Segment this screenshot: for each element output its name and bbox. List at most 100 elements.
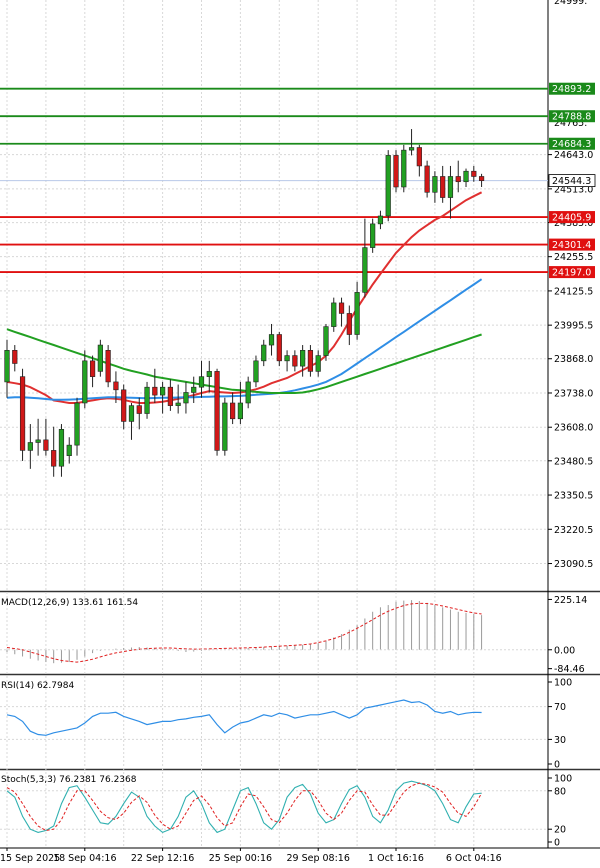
- x-tick-label: 1 Oct 16:16: [368, 853, 424, 864]
- y-tick-label: 23608.0: [554, 423, 593, 434]
- stoch-y-tick: 100: [554, 774, 572, 785]
- candle-body: [237, 402, 244, 420]
- candle-body: [447, 176, 454, 198]
- moving-averages: [6, 191, 483, 404]
- candles: [4, 129, 485, 477]
- macd-label: MACD(12,26,9) 133.61 161.54: [1, 598, 138, 608]
- y-tick-label: 24513.0: [554, 184, 593, 195]
- y-tick-label: 23220.5: [554, 525, 593, 536]
- y-tick-label: 23480.5: [554, 456, 593, 467]
- candle-body: [230, 402, 236, 420]
- candle-body: [97, 344, 103, 372]
- candle-body: [144, 386, 150, 414]
- y-tick-label: 24125.5: [554, 286, 593, 297]
- candle-body: [167, 386, 173, 406]
- grid: [0, 0, 548, 848]
- candle-body: [471, 170, 477, 177]
- candle-body: [82, 360, 88, 404]
- candle-body: [268, 334, 275, 346]
- candle-body: [463, 170, 469, 183]
- candle-body: [370, 223, 376, 248]
- macd-y-tick: -84.46: [554, 664, 585, 675]
- candle-body: [385, 155, 391, 217]
- candle-body: [346, 313, 352, 335]
- candle-body: [253, 360, 259, 383]
- rsi-y-tick: 30: [554, 735, 566, 746]
- candle-body: [198, 376, 205, 388]
- support-level-box: [549, 238, 595, 251]
- moving-average-line: [6, 191, 483, 404]
- stoch-label: Stoch(5,3,3) 76.2381 76.2368: [1, 775, 137, 785]
- y-tick-label: 23738.0: [554, 388, 593, 399]
- candle-body: [377, 215, 384, 225]
- candle-body: [478, 176, 485, 181]
- resistance-level-label: 24684.3: [552, 139, 591, 150]
- x-tick-label: 6 Oct 04:16: [446, 853, 502, 864]
- candle-body: [362, 247, 368, 293]
- y-tick-label: 23995.5: [554, 321, 593, 332]
- candle-body: [354, 292, 360, 335]
- resistance-level-box: [549, 137, 595, 150]
- panel-backgrounds: [0, 0, 600, 849]
- stoch-d-line: [6, 782, 483, 832]
- y-tick-label: 24999.: [554, 0, 587, 7]
- support-level-label: 24301.4: [552, 240, 591, 251]
- y-tick-label: 23090.5: [554, 559, 593, 570]
- rsi-y-tick: 100: [554, 678, 572, 689]
- y-tick-label: 24643.0: [554, 150, 593, 161]
- macd-signal-line: [6, 602, 482, 663]
- rsi-label: RSI(14) 62.7984: [1, 681, 74, 691]
- x-tick-label: 25 Sep 00:16: [209, 853, 272, 864]
- candle-body: [58, 429, 65, 467]
- y-tick-label: 24385.0: [554, 218, 593, 229]
- candle-body: [331, 302, 337, 327]
- support-level-box: [549, 266, 595, 279]
- candle-body: [43, 439, 49, 451]
- price-axis: 24643.0 24513.0 24385.0 24255.5 24125.5 23995…: [548, 0, 596, 570]
- stoch-y-tick: 80: [554, 786, 566, 797]
- support-level-label: 24197.0: [552, 268, 591, 279]
- moving-average-line: [6, 328, 482, 394]
- candle-body: [338, 302, 345, 314]
- candle-body: [105, 350, 111, 383]
- y-tick-label: 24255.5: [554, 252, 593, 263]
- candle-body: [276, 334, 282, 362]
- candle-body: [35, 439, 41, 443]
- candle-body: [401, 149, 407, 188]
- candle-body: [440, 176, 446, 198]
- candle-body: [307, 350, 314, 372]
- rsi-y-tick: 70: [554, 702, 566, 713]
- candle-body: [214, 371, 220, 451]
- y-tick-label: 24765.: [554, 118, 587, 129]
- candle-body: [315, 355, 321, 372]
- candle-body: [121, 389, 127, 422]
- resistance-level-label: 24788.8: [552, 112, 591, 123]
- candle-body: [152, 386, 158, 396]
- panel-labels: MACD(12,26,9) 133.61 161.54 RSI(14) 62.7…: [1, 598, 138, 785]
- macd-panel: 225.14 0.00 -84.46: [0, 595, 587, 675]
- candle-body: [323, 326, 329, 356]
- candle-body: [175, 402, 181, 406]
- candle-body: [455, 176, 461, 183]
- candle-body: [393, 155, 399, 188]
- candle-body: [4, 350, 10, 383]
- current-price-box: [548, 174, 596, 188]
- stoch-y-tick: 20: [554, 825, 566, 836]
- x-tick-label: 18 Sep 04:16: [53, 853, 116, 864]
- candle-body: [19, 376, 26, 451]
- candle-body: [160, 386, 166, 396]
- candle-body: [12, 350, 18, 364]
- candle-body: [74, 402, 80, 446]
- candle-body: [113, 381, 119, 391]
- y-tick-label: 23868.0: [554, 354, 593, 365]
- rsi-panel: 100 70 30 0: [0, 678, 572, 771]
- candle-body: [128, 405, 135, 422]
- candle-body: [408, 147, 415, 151]
- candle-body: [51, 450, 57, 467]
- candle-body: [183, 392, 189, 404]
- x-tick-label: 29 Sep 08:16: [286, 853, 349, 864]
- candle-body: [284, 355, 290, 362]
- stoch-y-tick: 0: [554, 838, 560, 849]
